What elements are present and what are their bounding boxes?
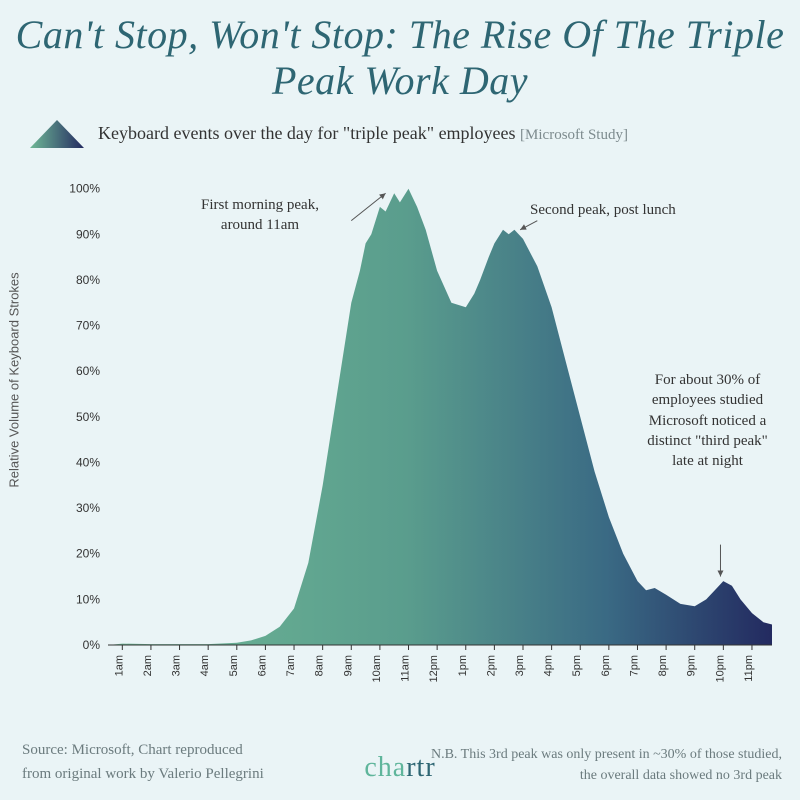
svg-text:4pm: 4pm	[543, 655, 555, 676]
svg-text:11am: 11am	[400, 655, 412, 682]
annotation-third-peak: For about 30% ofemployees studiedMicroso…	[625, 370, 790, 471]
svg-text:11pm: 11pm	[743, 655, 755, 682]
svg-text:80%: 80%	[76, 273, 100, 287]
svg-text:12pm: 12pm	[428, 655, 440, 683]
svg-text:3am: 3am	[171, 655, 183, 676]
annotation-first-peak: First morning peak,around 11am	[175, 195, 345, 236]
svg-text:40%: 40%	[76, 455, 100, 469]
svg-text:9pm: 9pm	[686, 655, 698, 676]
svg-text:5pm: 5pm	[571, 655, 583, 676]
svg-text:70%: 70%	[76, 319, 100, 333]
svg-text:5am: 5am	[228, 655, 240, 676]
subtitle-main: Keyboard events over the day for "triple…	[98, 123, 516, 143]
footnote: N.B. This 3rd peak was only present in ~…	[422, 744, 782, 786]
svg-text:10am: 10am	[371, 655, 383, 683]
svg-text:1pm: 1pm	[457, 655, 469, 676]
svg-text:10pm: 10pm	[714, 655, 726, 683]
svg-text:4am: 4am	[199, 655, 211, 676]
svg-text:8am: 8am	[314, 655, 326, 676]
subtitle-row: Keyboard events over the day for "triple…	[30, 118, 628, 148]
svg-text:9am: 9am	[342, 655, 354, 676]
svg-text:10%: 10%	[76, 592, 100, 606]
infographic-container: Can't Stop, Won't Stop: The Rise Of The …	[0, 0, 800, 800]
svg-text:6pm: 6pm	[600, 655, 612, 676]
svg-text:90%: 90%	[76, 227, 100, 241]
svg-text:3pm: 3pm	[514, 655, 526, 676]
svg-text:20%: 20%	[76, 547, 100, 561]
svg-text:2pm: 2pm	[485, 655, 497, 676]
legend-triangle-icon	[30, 118, 84, 148]
y-axis-label: Relative Volume of Keyboard Strokes	[7, 230, 22, 530]
chart-subtitle: Keyboard events over the day for "triple…	[98, 123, 628, 144]
svg-text:50%: 50%	[76, 410, 100, 424]
svg-text:30%: 30%	[76, 501, 100, 515]
svg-text:6am: 6am	[256, 655, 268, 676]
svg-text:7pm: 7pm	[628, 655, 640, 676]
svg-text:1am: 1am	[113, 655, 125, 676]
svg-text:2am: 2am	[142, 655, 154, 676]
svg-text:7am: 7am	[285, 655, 297, 676]
svg-text:8pm: 8pm	[657, 655, 669, 676]
source-line-1: Source: Microsoft, Chart reproduced	[22, 738, 264, 762]
svg-text:100%: 100%	[69, 182, 100, 196]
svg-text:0%: 0%	[83, 638, 101, 652]
source-line-2: from original work by Valerio Pellegrini	[22, 762, 264, 786]
main-title: Can't Stop, Won't Stop: The Rise Of The …	[0, 12, 800, 104]
source-credit: Source: Microsoft, Chart reproduced from…	[22, 738, 264, 786]
svg-text:60%: 60%	[76, 364, 100, 378]
annotation-second-peak: Second peak, post lunch	[530, 200, 730, 220]
subtitle-study: [Microsoft Study]	[520, 127, 628, 143]
